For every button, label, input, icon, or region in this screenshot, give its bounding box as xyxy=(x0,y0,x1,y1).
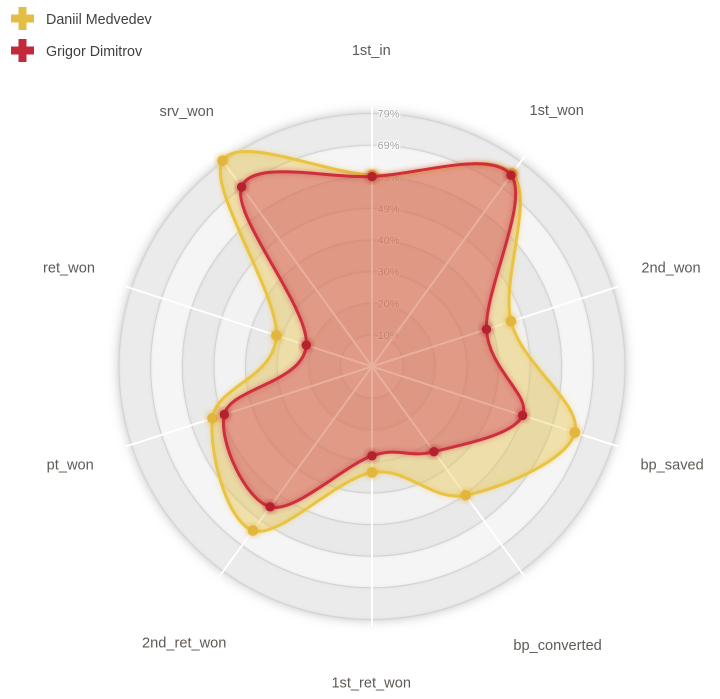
svg-text:1st_won: 1st_won xyxy=(530,103,584,119)
svg-text:Daniil Medvedev: Daniil Medvedev xyxy=(46,12,153,28)
svg-text:10%: 10% xyxy=(378,330,400,342)
svg-text:1st_ret_won: 1st_ret_won xyxy=(331,675,411,691)
svg-text:20%: 20% xyxy=(378,298,400,310)
svg-text:bp_converted: bp_converted xyxy=(513,638,601,654)
svg-text:30%: 30% xyxy=(378,267,400,279)
svg-text:1st_in: 1st_in xyxy=(352,43,391,59)
svg-text:2nd_won: 2nd_won xyxy=(641,261,700,277)
svg-text:40%: 40% xyxy=(378,235,400,247)
svg-text:bp_saved: bp_saved xyxy=(640,458,703,474)
svg-text:pt_won: pt_won xyxy=(47,458,94,474)
svg-text:79%: 79% xyxy=(378,109,400,121)
svg-text:49%: 49% xyxy=(378,203,400,215)
svg-text:69%: 69% xyxy=(378,140,400,152)
svg-text:Grigor Dimitrov: Grigor Dimitrov xyxy=(46,44,143,60)
svg-text:2nd_ret_won: 2nd_ret_won xyxy=(142,635,226,651)
svg-text:srv_won: srv_won xyxy=(160,104,214,120)
svg-text:ret_won: ret_won xyxy=(43,261,95,277)
